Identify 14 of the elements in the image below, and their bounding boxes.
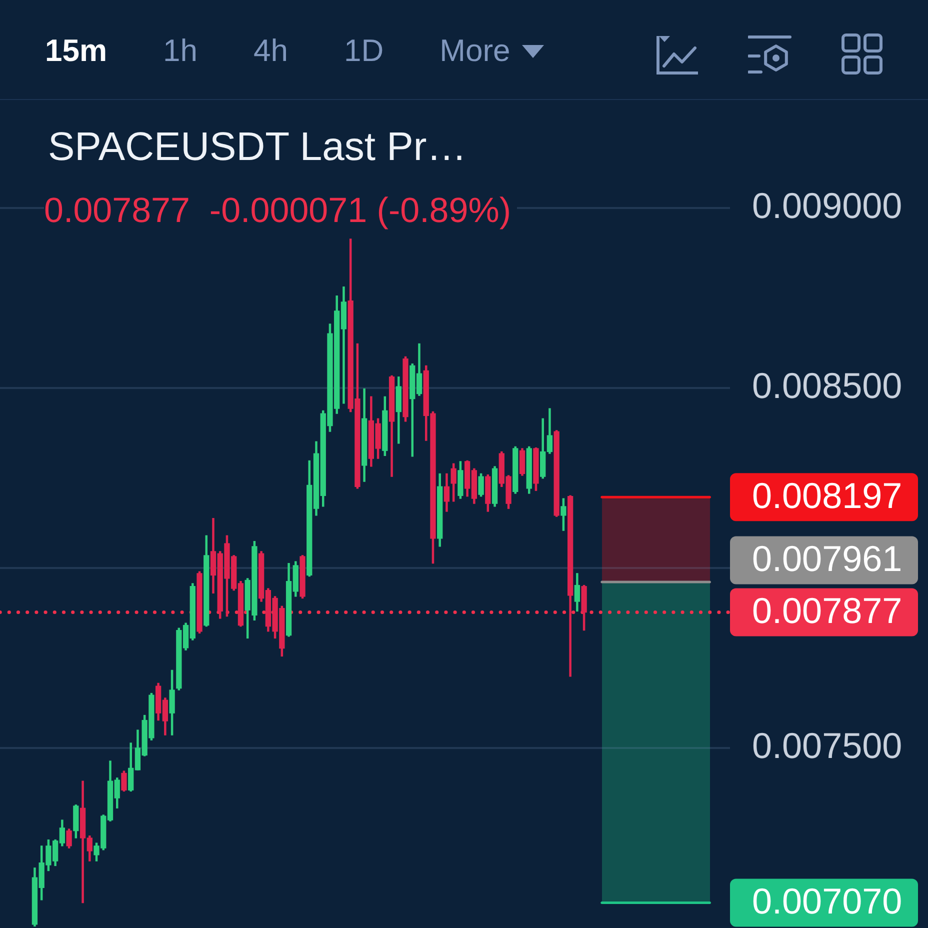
text: 15m (45, 33, 108, 69)
ref-line-label: 0.007961 (752, 538, 902, 580)
ref-line-label: 0.007877 (752, 590, 902, 632)
text: 4h (254, 33, 288, 69)
y-tick-label: 0.008500 (752, 364, 902, 406)
text: SPACEUSDT Last Pr… (48, 124, 467, 170)
text: 0.007877 -0.000071 (-0.89%) (44, 191, 517, 231)
text: More (440, 33, 510, 69)
y-tick-label: 0.009000 (752, 184, 902, 226)
y-tick-label: 0.007500 (752, 724, 902, 766)
text: 1D (344, 33, 384, 69)
ref-line-label: 0.007070 (752, 880, 902, 922)
ref-line-label: 0.008197 (752, 475, 902, 516)
text: 1h (163, 33, 198, 69)
